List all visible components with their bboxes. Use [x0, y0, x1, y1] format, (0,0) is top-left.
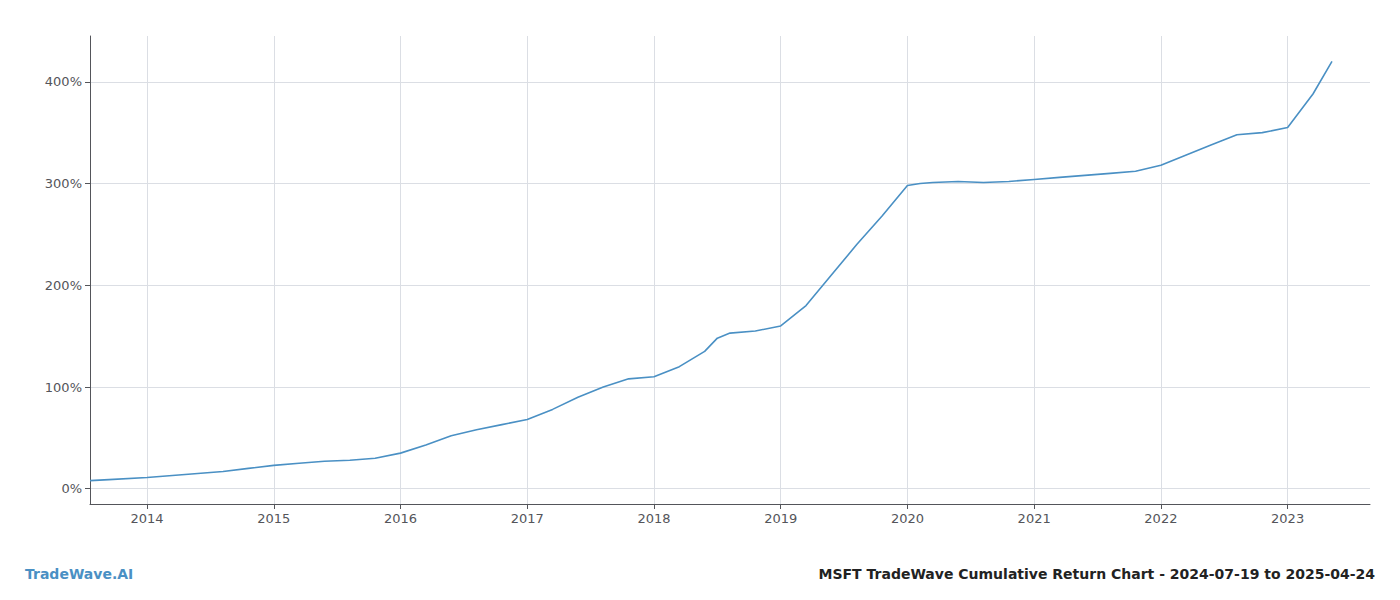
svg-text:2021: 2021 [1018, 511, 1051, 526]
svg-text:100%: 100% [45, 380, 82, 395]
svg-text:0%: 0% [61, 481, 82, 496]
svg-text:TradeWave.AI: TradeWave.AI [25, 566, 133, 582]
svg-text:200%: 200% [45, 278, 82, 293]
svg-text:400%: 400% [45, 74, 82, 89]
svg-text:2016: 2016 [384, 511, 417, 526]
svg-text:2023: 2023 [1271, 511, 1304, 526]
svg-text:2020: 2020 [891, 511, 924, 526]
svg-text:2019: 2019 [764, 511, 797, 526]
svg-text:2014: 2014 [130, 511, 163, 526]
svg-text:2015: 2015 [257, 511, 290, 526]
svg-text:2017: 2017 [511, 511, 544, 526]
svg-text:MSFT TradeWave Cumulative Retu: MSFT TradeWave Cumulative Return Chart -… [819, 566, 1376, 582]
svg-text:300%: 300% [45, 176, 82, 191]
svg-text:2022: 2022 [1144, 511, 1177, 526]
svg-text:2018: 2018 [637, 511, 670, 526]
